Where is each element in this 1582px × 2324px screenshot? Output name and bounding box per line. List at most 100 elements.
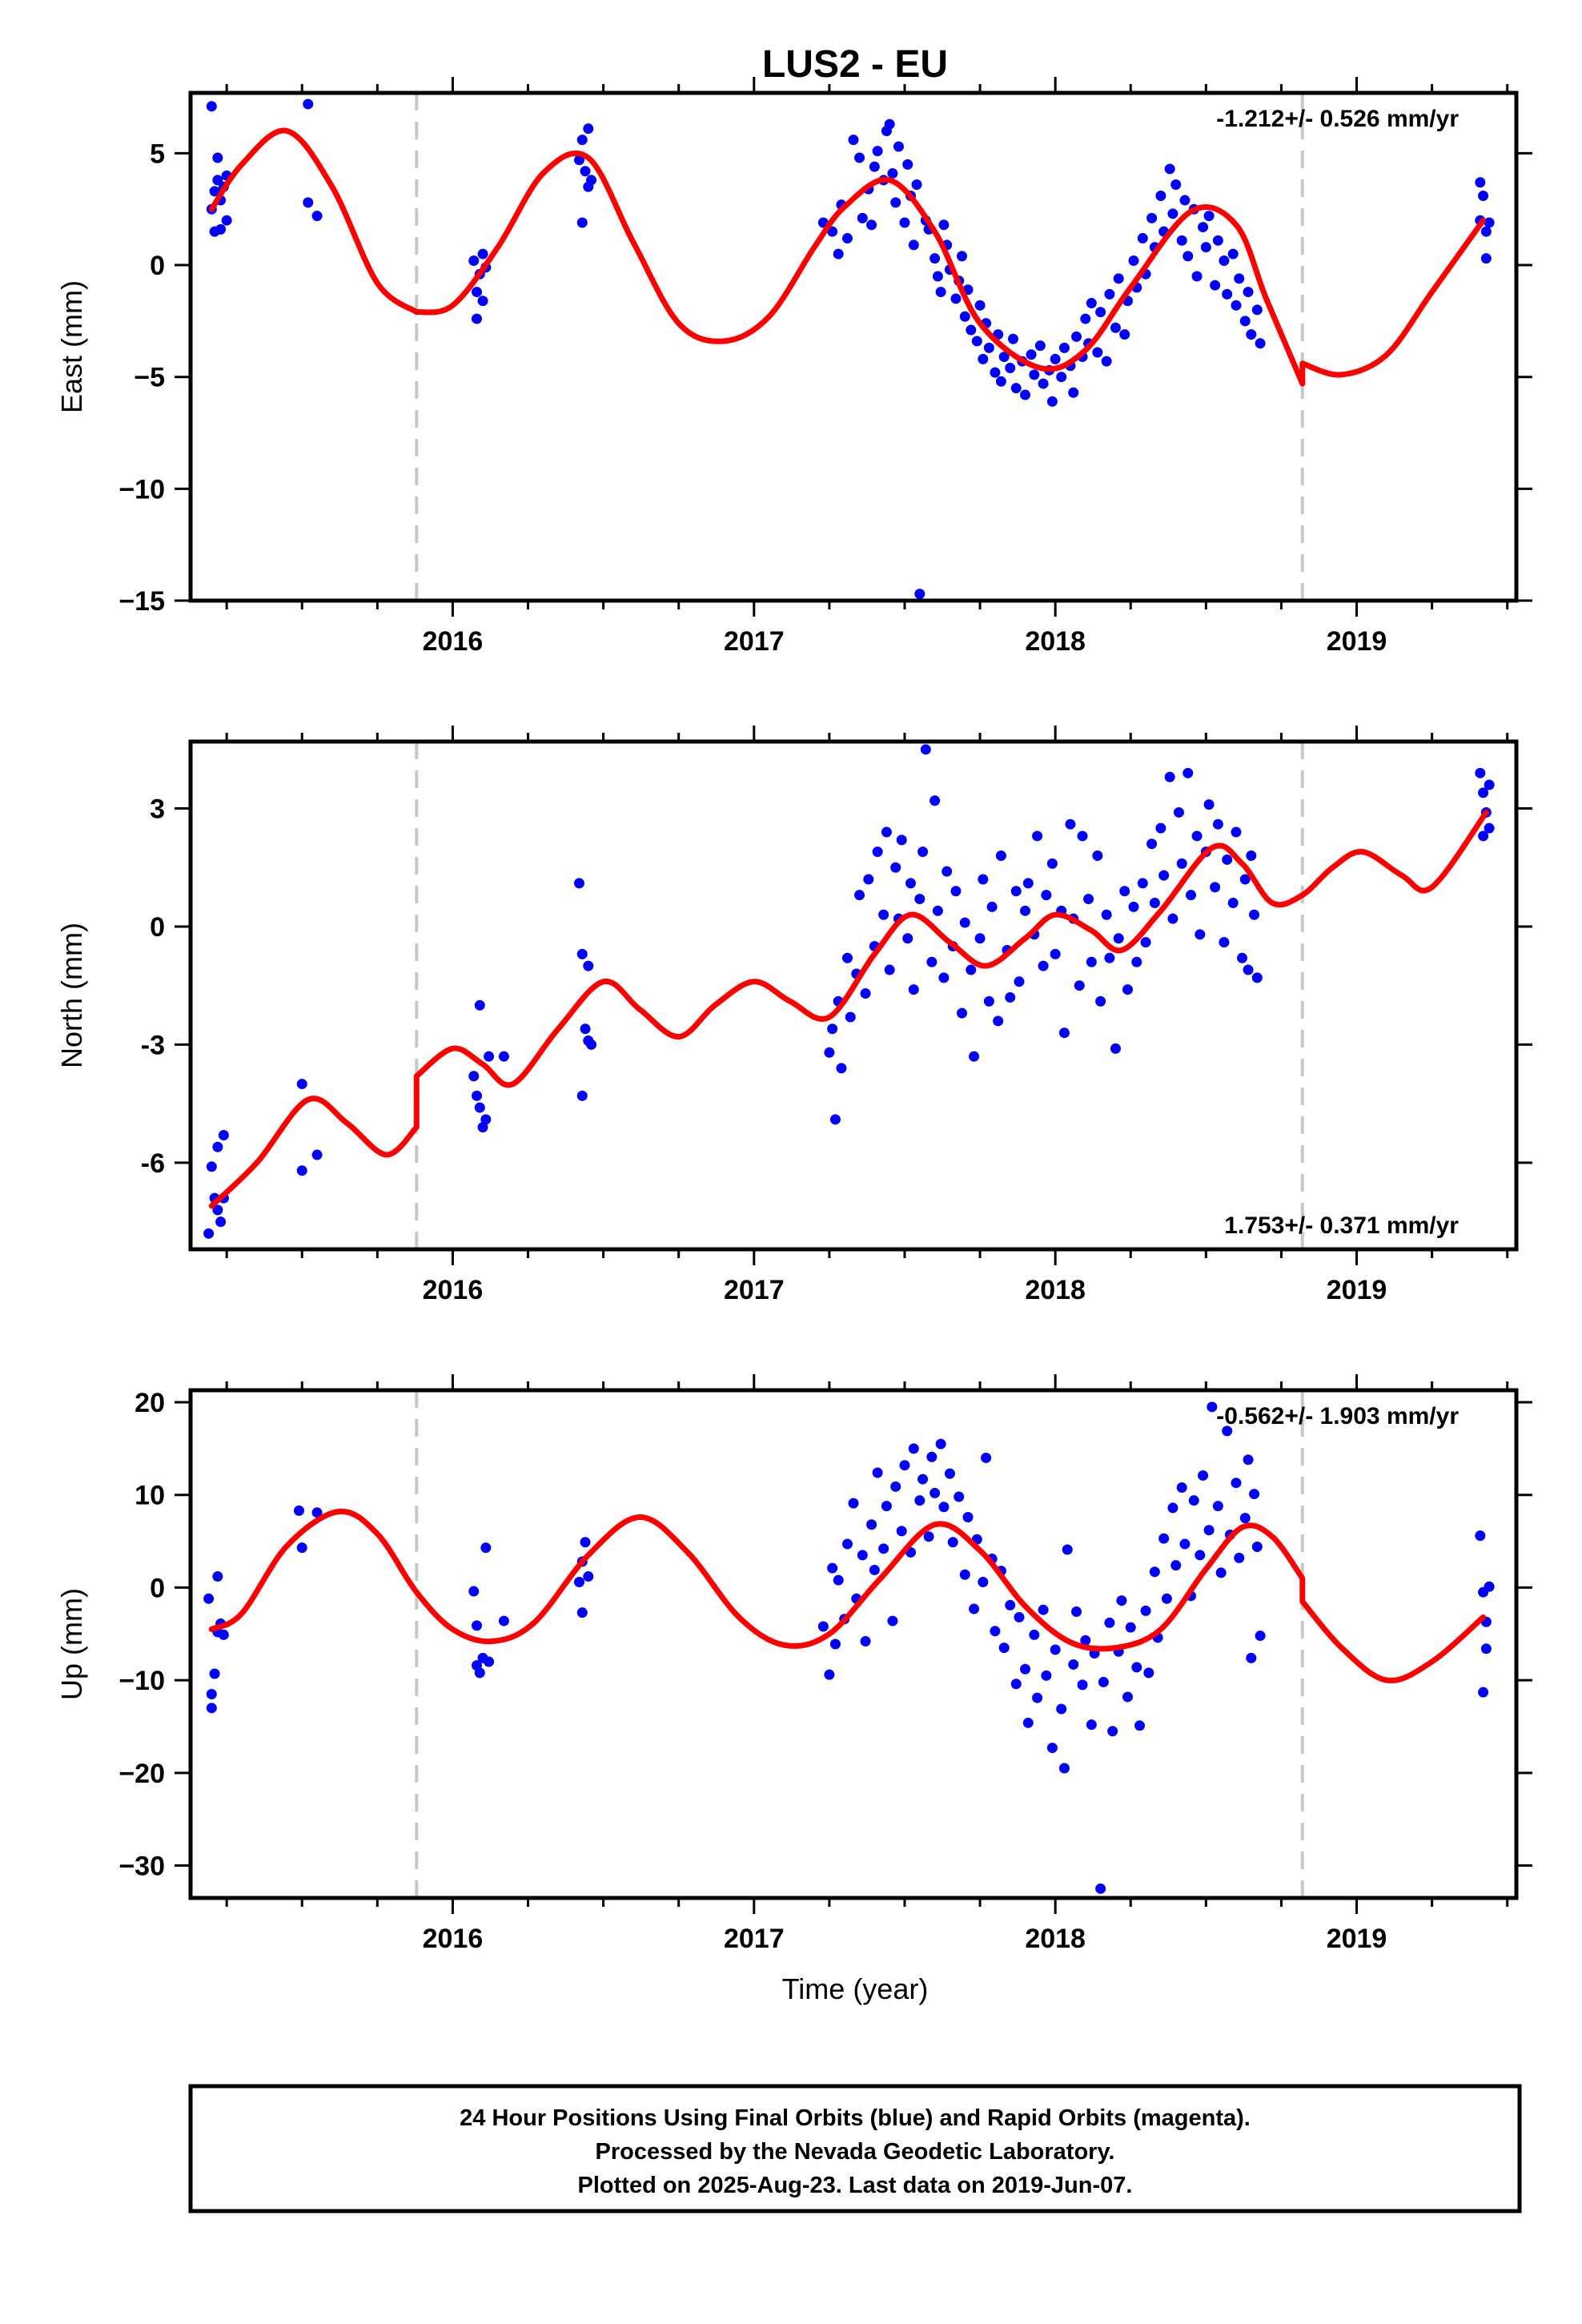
data-point [1086, 1719, 1097, 1731]
x-axis-label: Time (year) [782, 1972, 929, 2005]
data-point [1146, 212, 1158, 223]
data-point [1020, 905, 1031, 916]
data-point [1083, 894, 1094, 905]
data-point [1255, 1630, 1266, 1642]
data-point [1212, 818, 1223, 830]
data-point [995, 850, 1006, 862]
data-point [1215, 1567, 1227, 1578]
data-point [1032, 830, 1043, 842]
data-point [1167, 913, 1178, 924]
data-point [1243, 1454, 1254, 1466]
data-point [848, 135, 859, 146]
data-point [1475, 1530, 1486, 1542]
data-point [206, 101, 217, 112]
data-point [978, 1576, 989, 1587]
data-point [930, 795, 941, 806]
data-point [1170, 179, 1182, 191]
data-point [212, 1141, 223, 1152]
data-point [917, 846, 929, 858]
data-point [872, 146, 883, 157]
data-point [1050, 353, 1061, 364]
east-panel: 2016 2017 2018 2019 5 0 −5 −10 −15 East (mm) -1.21… [55, 77, 1532, 657]
data-point [1484, 822, 1495, 834]
data-point [583, 960, 594, 971]
data-point [583, 1571, 594, 1582]
data-point [1195, 929, 1206, 940]
data-point [576, 948, 588, 959]
data-point [209, 1668, 220, 1679]
data-point [1179, 195, 1191, 206]
x-tick-label: 2016 [423, 1924, 484, 1954]
data-point [574, 155, 585, 166]
data-point [1212, 1501, 1223, 1512]
data-point [1058, 1027, 1070, 1039]
data-point [1071, 1606, 1082, 1618]
data-point [580, 1537, 591, 1548]
x-tick-label: 2018 [1025, 1924, 1086, 1954]
data-point [1056, 372, 1067, 383]
data-point [827, 1562, 838, 1574]
fit-curve [208, 1508, 1487, 1683]
data-point [1191, 271, 1203, 282]
data-point [1251, 304, 1263, 316]
data-point [1246, 329, 1257, 340]
footer-line-3: Plotted on 2025-Aug-23. Last data on 201… [578, 2173, 1133, 2198]
data-point [1128, 255, 1139, 266]
data-point [1041, 890, 1052, 901]
data-point [930, 253, 941, 264]
data-point [848, 1498, 859, 1509]
data-point [1020, 1663, 1031, 1675]
data-point [857, 212, 868, 223]
data-point [1131, 956, 1142, 967]
data-point [296, 1542, 307, 1554]
data-point [1239, 874, 1251, 885]
data-point [1058, 1763, 1070, 1774]
y-tick-label: 0 [150, 251, 165, 281]
data-point [1158, 870, 1170, 881]
data-point [974, 300, 986, 311]
data-point [484, 1656, 495, 1667]
data-point [1116, 1595, 1127, 1606]
data-point [944, 1468, 955, 1479]
data-point [1058, 342, 1070, 353]
data-point [881, 1501, 892, 1512]
data-point [1478, 1687, 1489, 1698]
data-point [1050, 1644, 1061, 1655]
data-point [1092, 850, 1103, 862]
data-point [845, 1011, 856, 1023]
data-point [841, 952, 853, 963]
data-point [1038, 960, 1049, 971]
data-point [866, 1519, 877, 1530]
data-point [1478, 190, 1489, 201]
data-point [206, 1703, 217, 1714]
data-point [212, 175, 223, 186]
data-point [1095, 995, 1106, 1007]
data-point [480, 1114, 492, 1125]
data-point [890, 197, 901, 208]
data-point [1484, 1581, 1495, 1592]
data-point [1227, 248, 1239, 259]
data-point [986, 901, 998, 912]
data-point [935, 287, 946, 298]
data-point [869, 1564, 880, 1575]
data-point [1207, 1401, 1218, 1413]
data-point [902, 933, 913, 944]
data-point [1222, 1425, 1233, 1437]
data-point [1104, 1617, 1115, 1628]
data-point [1046, 1743, 1058, 1754]
data-point [878, 909, 889, 920]
y-tick-label: −30 [118, 1852, 165, 1882]
y-tick-label: −10 [118, 474, 165, 505]
data-point [1188, 1495, 1199, 1506]
data-point [203, 1228, 215, 1239]
data-point [969, 1051, 980, 1062]
data-point [1038, 378, 1049, 389]
data-point [1231, 1478, 1242, 1489]
data-point [896, 834, 907, 846]
data-point [209, 186, 220, 197]
data-point [218, 1129, 229, 1140]
data-point [1137, 878, 1148, 889]
data-point [990, 367, 1001, 378]
data-point [206, 1688, 217, 1699]
data-point [824, 1047, 835, 1058]
